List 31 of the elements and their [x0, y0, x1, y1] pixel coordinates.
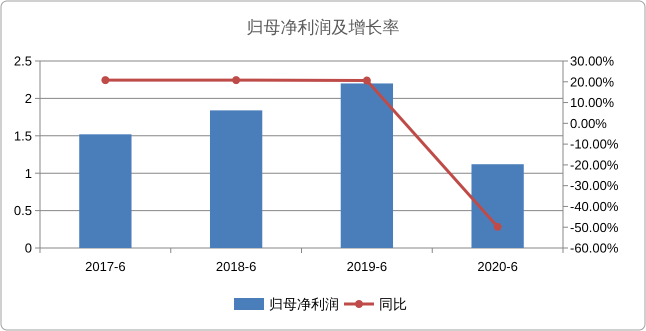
x-tick-label: 2020-6: [477, 259, 518, 274]
bar: [471, 164, 524, 248]
y-tick-label: 0.5: [14, 203, 32, 218]
bar: [210, 110, 262, 248]
y2-tick-label: -50.00%: [570, 220, 619, 235]
y2-tick-label: 10.00%: [570, 95, 615, 110]
bar: [79, 134, 132, 248]
point: [232, 76, 240, 84]
y-tick-label: 2: [24, 90, 32, 106]
y2-tick-label: 0.00%: [570, 116, 608, 131]
y2-tick-label: -60.00%: [570, 240, 619, 256]
x-tick-label: 2017-6: [85, 259, 126, 274]
point: [362, 76, 371, 85]
y2-tick-label: -30.00%: [570, 178, 619, 194]
y2-tick-label: -20.00%: [570, 157, 619, 172]
y2-tick-label: 20.00%: [570, 74, 615, 90]
y-tick-label: 0: [24, 240, 32, 256]
legend-label: 同比: [379, 296, 407, 312]
legend-label: 归母净利润: [269, 296, 339, 312]
y-tick-label: 1: [24, 166, 32, 181]
bar: [340, 83, 394, 248]
y2-tick-label: 30.00%: [570, 54, 615, 69]
y-tick-label: 1.5: [14, 128, 32, 144]
y2-tick-label: -40.00%: [570, 198, 619, 214]
point: [494, 222, 502, 231]
chart-title: 归母净利润及增长率: [246, 18, 400, 37]
point: [101, 76, 110, 84]
y2-tick-label: -10.00%: [570, 136, 619, 152]
y-tick-label: 2.5: [14, 54, 32, 69]
x-tick-label: 2019-6: [346, 259, 388, 274]
x-tick-label: 2018-6: [216, 259, 256, 274]
